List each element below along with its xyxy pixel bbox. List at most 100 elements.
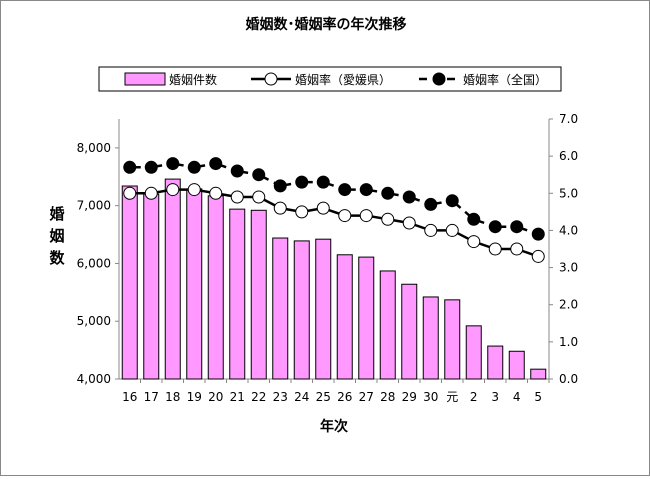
point-ehime <box>488 242 502 256</box>
x-tick-label: 27 <box>359 390 374 404</box>
point-ehime <box>209 186 223 200</box>
point-ehime <box>252 190 266 204</box>
bar <box>315 238 332 380</box>
bar <box>379 270 396 380</box>
bar <box>121 185 138 380</box>
x-tick-label: 5 <box>534 390 542 404</box>
x-tick-label: 17 <box>144 390 159 404</box>
legend-box <box>98 66 562 92</box>
point-ehime <box>424 223 438 237</box>
x-tick-label: 20 <box>208 390 223 404</box>
y-axis-label-char: 姻 <box>49 227 64 245</box>
y2-tick-label: 0.0 <box>559 372 578 386</box>
point-national <box>381 186 395 200</box>
x-tick-label: 28 <box>380 390 395 404</box>
bar <box>487 345 504 380</box>
point-national <box>273 179 287 193</box>
point-ehime <box>316 201 330 215</box>
point-national <box>230 164 244 178</box>
x-tick-label: 29 <box>402 390 417 404</box>
point-national <box>424 197 438 211</box>
point-national <box>510 220 524 234</box>
point-national <box>467 212 481 226</box>
point-ehime <box>338 209 352 223</box>
bar <box>293 240 310 380</box>
bar <box>508 350 525 380</box>
y-tick-label: 5,000 <box>77 314 111 328</box>
bar <box>336 254 353 380</box>
x-tick-label: 16 <box>122 390 137 404</box>
point-national <box>445 194 459 208</box>
bar <box>250 209 267 380</box>
bar <box>358 256 375 380</box>
x-tick-label: 3 <box>491 390 499 404</box>
x-tick-label: 21 <box>230 390 245 404</box>
point-national <box>488 220 502 234</box>
y2-tick-label: 7.0 <box>559 112 578 126</box>
point-ehime <box>187 183 201 197</box>
x-tick-label: 24 <box>294 390 309 404</box>
y2-tick-label: 2.0 <box>559 298 578 312</box>
bar <box>465 325 482 380</box>
x-tick-label: 30 <box>423 390 438 404</box>
point-national <box>166 157 180 171</box>
point-national <box>531 227 545 241</box>
bar <box>229 208 246 380</box>
point-national <box>338 183 352 197</box>
bar <box>143 193 160 380</box>
y-axis-label: 婚姻数 <box>49 205 65 267</box>
x-tick-label: 4 <box>513 390 521 404</box>
legend: 婚姻件数 婚姻率（愛媛県） 婚姻率（全国） <box>98 66 562 92</box>
point-national <box>209 157 223 171</box>
point-ehime <box>359 209 373 223</box>
point-ehime <box>230 190 244 204</box>
point-ehime <box>402 216 416 230</box>
point-ehime <box>166 183 180 197</box>
x-tick-label: 18 <box>165 390 180 404</box>
legend-marker <box>432 72 446 86</box>
point-ehime <box>445 223 459 237</box>
point-national <box>359 183 373 197</box>
y-tick-label: 4,000 <box>77 372 111 386</box>
bar <box>530 368 547 380</box>
legend-marker <box>264 72 278 86</box>
x-tick-label: 22 <box>251 390 266 404</box>
legend-label: 婚姻件数 <box>169 72 217 87</box>
x-tick-label: 23 <box>273 390 288 404</box>
bar <box>401 283 418 380</box>
point-ehime <box>381 212 395 226</box>
x-tick-label: 19 <box>187 390 202 404</box>
x-tick-label: 25 <box>316 390 331 404</box>
bar <box>207 195 224 380</box>
x-tick-label: 元 <box>446 390 458 404</box>
point-ehime <box>144 186 158 200</box>
y2-tick-label: 6.0 <box>559 149 578 163</box>
y-axis-label-char: 婚 <box>49 205 64 223</box>
legend-label: 婚姻率（全国） <box>463 72 547 87</box>
bar <box>272 237 289 380</box>
y2-tick-label: 4.0 <box>559 223 578 237</box>
point-national <box>187 160 201 174</box>
point-national <box>123 160 137 174</box>
x-axis-label: 年次 <box>320 418 348 435</box>
point-ehime <box>467 235 481 249</box>
y2-tick-label: 5.0 <box>559 186 578 200</box>
point-ehime <box>273 201 287 215</box>
point-ehime <box>510 242 524 256</box>
x-tick-label: 26 <box>337 390 352 404</box>
point-national <box>252 168 266 182</box>
y-tick-label: 7,000 <box>77 199 111 213</box>
bar <box>422 296 439 380</box>
point-ehime <box>295 205 309 219</box>
bar <box>444 299 461 380</box>
y2-tick-label: 3.0 <box>559 261 578 275</box>
y2-tick-label: 1.0 <box>559 335 578 349</box>
y-axis-label-char: 数 <box>49 249 65 267</box>
point-national <box>316 175 330 189</box>
point-ehime <box>123 186 137 200</box>
point-national <box>402 190 416 204</box>
x-tick-label: 2 <box>470 390 478 404</box>
point-national <box>295 175 309 189</box>
